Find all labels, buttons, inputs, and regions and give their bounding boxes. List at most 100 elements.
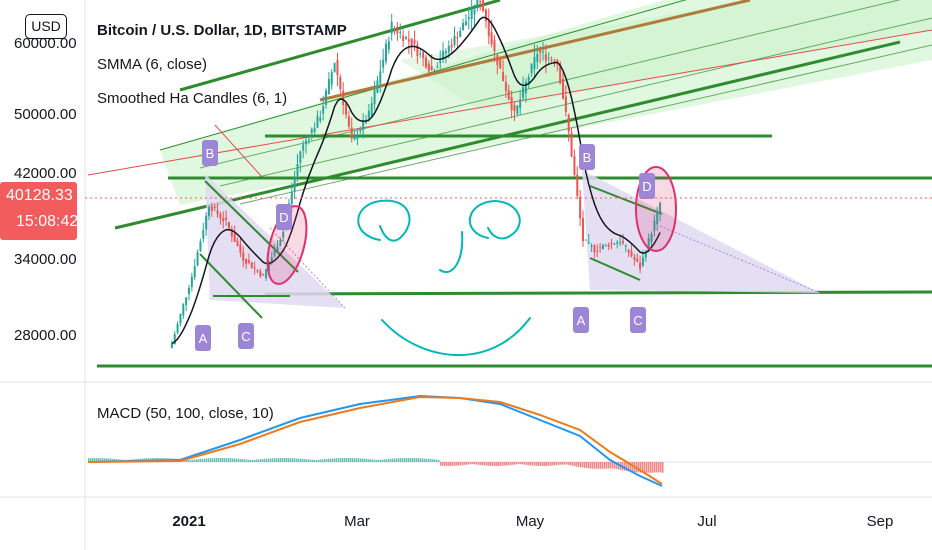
candle <box>239 237 242 258</box>
candle <box>313 122 316 136</box>
y-tick-50000: 50000.00 <box>14 106 77 123</box>
candle <box>467 7 470 30</box>
y-tick-42000: 42000.00 <box>14 165 77 182</box>
macd-legend[interactable]: MACD (50, 100, close, 10) <box>97 405 274 422</box>
x-tick-may: May <box>515 513 545 530</box>
candle <box>302 140 305 159</box>
macd-histogram-bar <box>418 458 420 462</box>
macd-histogram-bar <box>286 458 288 462</box>
bar-countdown: 15:08:42 <box>16 213 79 230</box>
candle <box>276 240 279 252</box>
macd-histogram-bar <box>606 462 608 469</box>
macd-histogram-bar <box>216 458 218 462</box>
candle <box>610 238 613 250</box>
macd-histogram-bar <box>396 458 398 462</box>
macd-histogram-bar <box>364 458 366 462</box>
macd-histogram-bar <box>94 458 96 462</box>
candle <box>199 238 202 252</box>
macd-histogram-bar <box>200 458 202 462</box>
macd-histogram-bar <box>290 458 292 462</box>
pattern-label-a: A <box>195 325 211 351</box>
candle <box>336 52 339 87</box>
candle <box>384 39 387 65</box>
current-price-value: 40128.33 <box>6 187 73 204</box>
macd-histogram-bar <box>306 459 308 462</box>
macd-histogram-bar <box>588 462 590 469</box>
candle <box>379 60 382 93</box>
macd-histogram-bar <box>332 458 334 462</box>
macd-histogram-bar <box>384 459 386 462</box>
macd-histogram-bar <box>202 458 204 462</box>
candle <box>570 127 573 158</box>
macd-histogram-bar <box>432 459 434 462</box>
face-drawing <box>357 199 531 356</box>
channel-lines <box>114 0 932 230</box>
wedge-lines <box>199 180 663 319</box>
macd-histogram-bar <box>400 458 402 462</box>
triangle-right-edge <box>659 225 821 294</box>
candle <box>253 261 256 275</box>
macd-pane <box>87 394 932 487</box>
macd-histogram-bar <box>522 462 524 465</box>
candle <box>564 85 567 117</box>
candle <box>519 90 522 115</box>
macd-histogram-bar <box>242 459 244 462</box>
macd-histogram-bar <box>644 462 646 473</box>
macd-histogram-bar <box>612 462 614 469</box>
macd-histogram-bar <box>414 458 416 462</box>
macd-histogram-bar <box>422 458 424 462</box>
macd-histogram-bar <box>572 462 574 466</box>
macd-histogram-bar <box>498 462 500 466</box>
ha-candles-legend[interactable]: Smoothed Ha Candles (6, 1) <box>97 90 288 107</box>
x-tick-sep: Sep <box>866 513 894 530</box>
macd-histogram-bar <box>532 462 534 466</box>
macd-histogram-bar <box>574 462 576 467</box>
candle <box>482 0 485 13</box>
macd-histogram-bar <box>392 458 394 462</box>
macd-histogram-bar <box>562 462 564 465</box>
macd-histogram-bar <box>222 458 224 462</box>
candle <box>444 48 447 64</box>
candle <box>247 253 250 265</box>
macd-histogram-bar <box>330 458 332 462</box>
candle <box>536 44 539 69</box>
macd-histogram-bar <box>230 458 232 462</box>
candle <box>496 54 499 75</box>
macd-histogram-bar <box>524 462 526 465</box>
candle <box>499 58 502 69</box>
candle <box>416 40 419 64</box>
macd-histogram-bar <box>296 458 298 462</box>
macd-histogram-bar <box>464 462 466 465</box>
candle <box>613 242 616 245</box>
macd-histogram-bar <box>220 458 222 462</box>
macd-histogram-bar <box>488 462 490 466</box>
macd-histogram-bar <box>398 458 400 462</box>
pattern-label-b: B <box>202 140 218 166</box>
candle <box>230 225 233 242</box>
macd-histogram-bar <box>476 462 478 465</box>
red-trendline-fork <box>214 124 263 178</box>
candle <box>410 38 413 58</box>
macd-histogram-bar <box>280 458 282 462</box>
macd-histogram-bar <box>590 462 592 469</box>
macd-histogram-bar <box>630 462 632 472</box>
candle <box>222 211 225 229</box>
macd-histogram-bar <box>652 462 654 473</box>
macd-histogram-bar <box>266 458 268 462</box>
candle <box>419 48 422 58</box>
macd-histogram-bar <box>508 462 510 466</box>
y-tick-28000: 28000.00 <box>14 327 77 344</box>
macd-histogram-bar <box>360 458 362 462</box>
candle <box>347 110 350 129</box>
smma-legend[interactable]: SMMA (6, close) <box>97 56 208 73</box>
macd-histogram-bar <box>496 462 498 466</box>
candle <box>593 243 596 259</box>
macd-histogram-bar <box>340 458 342 462</box>
macd-histogram-bar <box>482 462 484 466</box>
smma-line <box>171 16 661 345</box>
currency-selector[interactable]: USD <box>25 14 67 39</box>
candle <box>510 90 513 119</box>
macd-histogram-bar <box>232 458 234 462</box>
macd-histogram-bar <box>642 462 644 473</box>
